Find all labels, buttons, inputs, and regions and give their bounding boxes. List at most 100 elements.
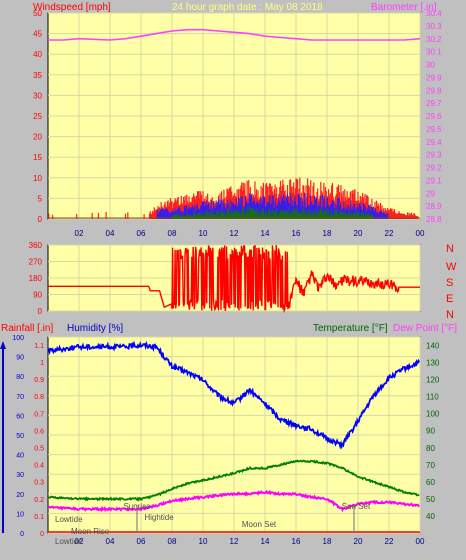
direction-tick-label: 270: [29, 258, 43, 267]
rain-tick-label: 0.3: [34, 480, 44, 487]
baro-tick-label: 28.8: [426, 215, 442, 224]
rain-tick-label: 0.9: [34, 377, 44, 384]
wind-tick-label: 20: [33, 133, 42, 142]
baro-tick-label: 30.2: [426, 35, 442, 44]
direction-tick-label: 0: [38, 307, 43, 316]
humidity-tick-label: 50: [16, 433, 24, 440]
bottom-x-tick-label: 16: [292, 537, 301, 546]
temp-tick-label: 100: [426, 410, 440, 419]
wind-tick-label: 0: [38, 215, 43, 224]
rain-tick-label: 0.8: [34, 394, 44, 401]
event-annotation-label: Sunrise: [123, 502, 151, 511]
bottom-x-tick-label: 10: [199, 537, 208, 546]
barometer-axis-label: Barometer [.in]: [371, 2, 437, 13]
bottom-x-tick-label: 00: [416, 537, 425, 546]
wind-tick-label: 40: [33, 50, 42, 59]
humidity-tick-label: 70: [16, 394, 24, 401]
wind-tick-label: 15: [33, 153, 42, 162]
temp-tick-label: 60: [426, 478, 435, 487]
rain-tick-label: 0.4: [34, 463, 44, 470]
temp-tick-label: 120: [426, 376, 440, 385]
rain-tick-label: 0.5: [34, 445, 44, 452]
rainfall-axis-label: Rainfall [.in]: [1, 323, 53, 334]
humidity-tick-label: 100: [12, 335, 24, 342]
event-annotation-label: Sun Set: [342, 502, 371, 511]
wind-direction-line: [48, 244, 420, 314]
direction-tick-label: 360: [29, 241, 43, 250]
event-annotation-label: Hightide: [144, 513, 174, 522]
tick-labels: 0510152025303540455028.828.92929.129.229…: [12, 9, 442, 546]
wind-x-tick-label: 20: [354, 229, 363, 238]
baro-tick-label: 29.2: [426, 164, 442, 173]
bottom-x-tick-label: 14: [261, 537, 270, 546]
humidity-tick-label: 60: [16, 413, 24, 420]
bottom-x-tick-label: 12: [230, 537, 239, 546]
bottom-x-tick-label: 08: [168, 537, 177, 546]
temp-tick-label: 80: [426, 444, 435, 453]
humidity-tick-label: 80: [16, 374, 24, 381]
compass-south: S: [446, 277, 453, 289]
wind-x-tick-label: 02: [75, 229, 84, 238]
bottom-x-tick-label: 20: [354, 537, 363, 546]
wind-x-tick-label: 06: [137, 229, 146, 238]
wind-x-tick-label: 18: [323, 229, 332, 238]
rain-tick-label: 0.2: [34, 497, 44, 504]
temp-tick-label: 110: [426, 393, 439, 402]
compass-north-top: N: [446, 243, 454, 255]
wind-tick-label: 10: [33, 174, 42, 183]
humidity-tick-label: 40: [16, 453, 24, 460]
humidity-axis-arrowhead: [0, 341, 6, 349]
event-annotation-label: Moon Set: [242, 520, 277, 529]
wind-tick-label: 35: [33, 71, 42, 80]
humidity-tick-label: 0: [20, 531, 24, 538]
humidity-axis-label: Humidity [%]: [67, 323, 123, 334]
rain-tick-label: 0.1: [34, 514, 44, 521]
rain-tick-label: 1: [40, 360, 44, 367]
chart-title: 24 hour graph date : May 08 2018: [172, 2, 323, 13]
baro-tick-label: 29.9: [426, 73, 442, 82]
dewpoint-axis-label: Dew Point [°F]: [393, 323, 457, 334]
wind-x-tick-label: 04: [106, 229, 115, 238]
baro-tick-label: 29: [426, 189, 435, 198]
wind-x-tick-label: 12: [230, 229, 239, 238]
baro-tick-label: 30.4: [426, 9, 442, 18]
wind-tick-label: 45: [33, 30, 42, 39]
temp-tick-label: 70: [426, 461, 435, 470]
wind-x-tick-label: 14: [261, 229, 270, 238]
temp-tick-label: 90: [426, 427, 435, 436]
series-marks: [0, 28, 421, 533]
wind-x-tick-label: 00: [416, 229, 425, 238]
baro-tick-label: 29.5: [426, 125, 442, 134]
baro-tick-label: 29.8: [426, 86, 442, 95]
bottom-x-tick-label: 06: [137, 537, 146, 546]
humidity-tick-label: 20: [16, 492, 24, 499]
temp-tick-label: 40: [426, 512, 435, 521]
wind-tick-label: 5: [38, 194, 43, 203]
humidity-tick-label: 10: [16, 511, 24, 518]
baro-tick-label: 29.7: [426, 99, 442, 108]
humidity-tick-label: 30: [16, 472, 24, 479]
baro-tick-label: 28.9: [426, 202, 442, 211]
temp-tick-label: 140: [426, 342, 440, 351]
rain-tick-label: 1.1: [34, 343, 44, 350]
wind-tick-label: 50: [33, 9, 42, 18]
rain-tick-label: 0: [40, 531, 44, 538]
direction-tick-label: 90: [33, 291, 42, 300]
humidity-tick-label: 90: [16, 355, 24, 362]
temperature-axis-label: Temperature [°F]: [313, 323, 388, 334]
event-annotation-label: Lowtide: [55, 537, 83, 546]
event-annotation-label: Lowtide: [55, 515, 83, 524]
dewpoint-line: [47, 489, 420, 513]
bottom-x-tick-label: 22: [385, 537, 394, 546]
baro-tick-label: 29.4: [426, 138, 442, 147]
wind-tick-label: 25: [33, 112, 42, 121]
windspeed-axis-label: Windspeed [mph]: [33, 2, 111, 13]
humidity-line: [47, 340, 421, 450]
baro-tick-label: 30: [426, 61, 435, 70]
baro-tick-label: 29.3: [426, 151, 442, 160]
barometer-line: [48, 28, 421, 41]
compass-west: W: [446, 261, 457, 273]
baro-tick-label: 29.1: [426, 176, 442, 185]
event-annotation-label: Moon Rise: [71, 527, 110, 536]
